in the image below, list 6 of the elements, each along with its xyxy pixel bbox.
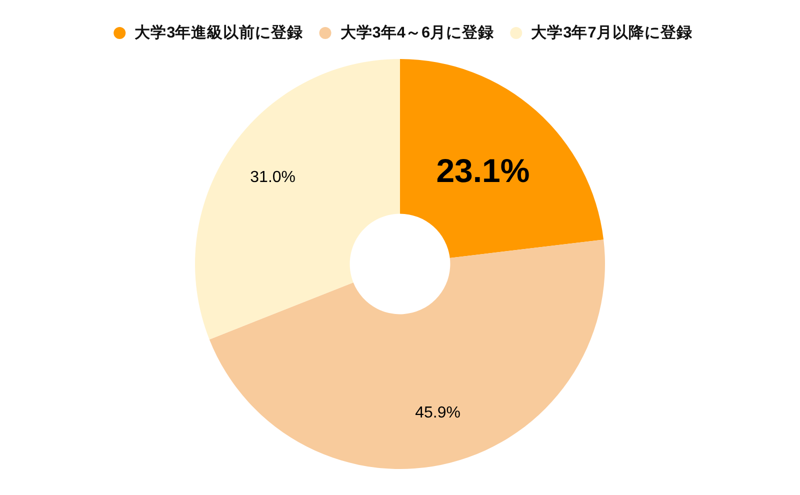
legend-label: 大学3年進級以前に登録 — [134, 24, 304, 42]
legend-label: 大学3年4～6月に登録 — [340, 24, 494, 42]
data-label: 45.9% — [415, 404, 460, 422]
data-label: 23.1% — [436, 152, 530, 189]
data-label: 31.0% — [250, 169, 296, 186]
legend-label: 大学3年7月以降に登録 — [531, 24, 692, 42]
